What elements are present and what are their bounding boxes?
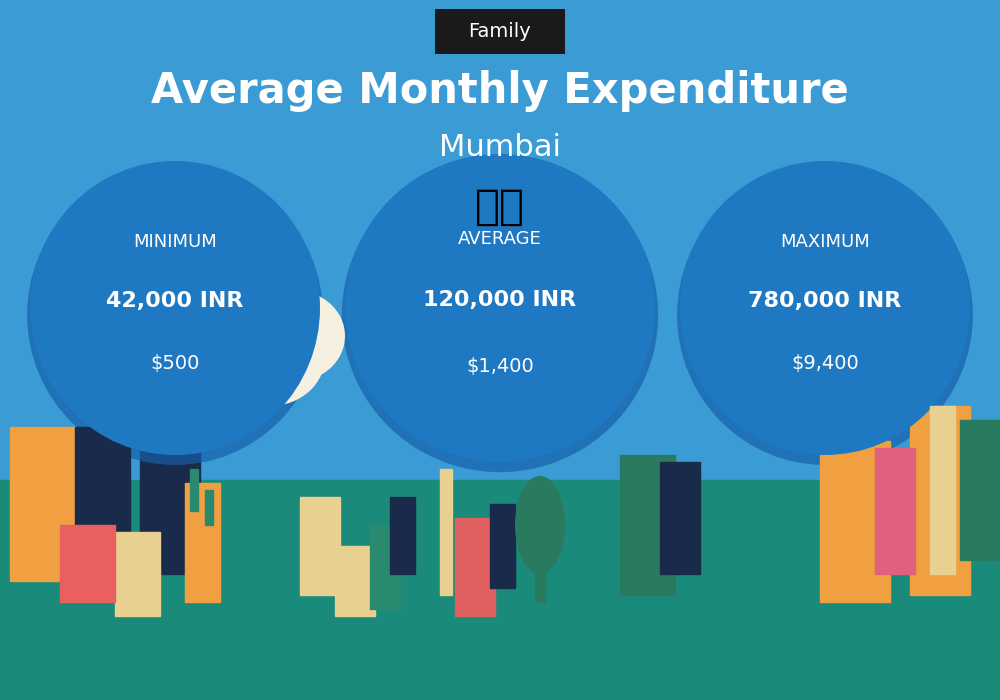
Ellipse shape <box>715 280 835 385</box>
Ellipse shape <box>61 370 86 386</box>
Ellipse shape <box>768 354 792 371</box>
Bar <box>370 525 400 609</box>
Bar <box>190 469 198 511</box>
Bar <box>0 480 1000 700</box>
FancyBboxPatch shape <box>435 8 565 55</box>
Ellipse shape <box>245 290 345 382</box>
Bar <box>455 518 495 616</box>
Bar <box>60 525 115 602</box>
Bar <box>820 441 890 602</box>
Bar <box>115 532 160 616</box>
Bar <box>185 483 220 602</box>
Ellipse shape <box>680 161 970 455</box>
Ellipse shape <box>215 308 325 406</box>
Ellipse shape <box>82 385 108 402</box>
Ellipse shape <box>27 165 323 465</box>
Bar <box>75 427 130 560</box>
Text: 🇮🇳: 🇮🇳 <box>475 186 525 228</box>
Text: $1,400: $1,400 <box>466 357 534 376</box>
Ellipse shape <box>67 358 92 376</box>
Bar <box>390 497 415 574</box>
Ellipse shape <box>82 354 108 371</box>
Text: AVERAGE: AVERAGE <box>458 230 542 248</box>
Bar <box>300 497 340 595</box>
Text: Mumbai: Mumbai <box>439 132 561 162</box>
Ellipse shape <box>98 358 123 376</box>
Text: 42,000 INR: 42,000 INR <box>106 290 244 311</box>
Ellipse shape <box>30 161 320 455</box>
Ellipse shape <box>342 158 658 472</box>
Ellipse shape <box>98 380 123 398</box>
Bar <box>0 665 1000 700</box>
Bar <box>875 448 915 574</box>
Text: Average Monthly Expenditure: Average Monthly Expenditure <box>151 70 849 112</box>
Ellipse shape <box>752 358 777 376</box>
Bar <box>960 420 1000 560</box>
Bar <box>205 490 213 525</box>
Bar <box>490 504 515 588</box>
Text: Family: Family <box>469 22 531 41</box>
Ellipse shape <box>677 165 973 465</box>
Ellipse shape <box>67 380 92 398</box>
Ellipse shape <box>345 154 655 462</box>
Ellipse shape <box>783 358 808 376</box>
Bar <box>930 406 955 574</box>
Bar <box>910 406 970 595</box>
Text: $9,400: $9,400 <box>791 354 859 373</box>
Text: MAXIMUM: MAXIMUM <box>780 233 870 251</box>
Bar <box>440 469 452 595</box>
Ellipse shape <box>752 380 777 398</box>
Text: 780,000 INR: 780,000 INR <box>748 290 902 311</box>
Ellipse shape <box>104 370 130 386</box>
Bar <box>10 427 75 581</box>
Ellipse shape <box>768 385 792 402</box>
Text: MINIMUM: MINIMUM <box>133 233 217 251</box>
Bar <box>620 455 675 595</box>
Bar <box>660 462 700 574</box>
Ellipse shape <box>790 370 814 386</box>
Ellipse shape <box>515 476 565 574</box>
Ellipse shape <box>746 370 770 386</box>
Bar <box>535 525 545 602</box>
Ellipse shape <box>783 380 808 398</box>
Bar <box>140 427 200 574</box>
Bar <box>335 546 375 616</box>
Ellipse shape <box>690 304 800 395</box>
Text: 120,000 INR: 120,000 INR <box>423 290 577 310</box>
Text: $500: $500 <box>150 354 200 373</box>
